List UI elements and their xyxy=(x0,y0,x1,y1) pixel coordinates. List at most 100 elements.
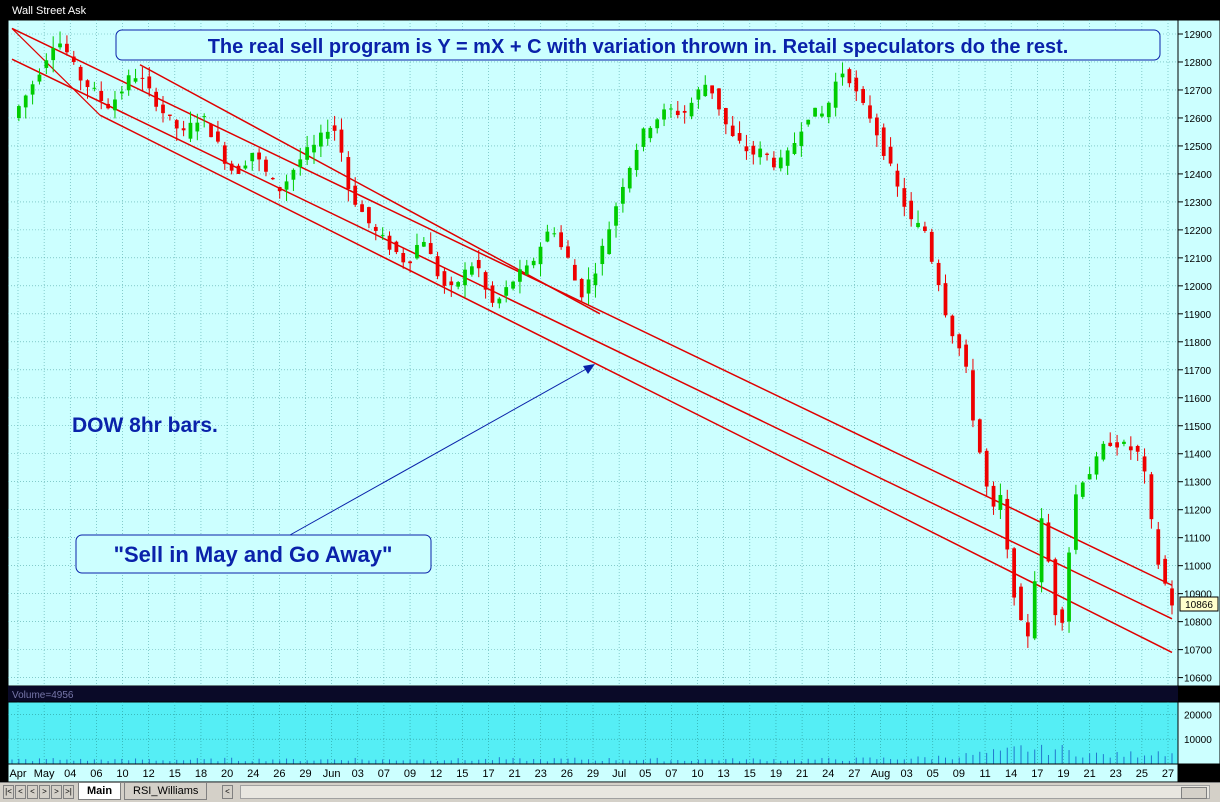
tab-main[interactable]: Main xyxy=(78,783,122,800)
price-tick-label: 10800 xyxy=(1184,618,1212,629)
time-tick-label: 18 xyxy=(195,768,207,780)
tab-rsi-williams[interactable]: RSI_Williams xyxy=(124,783,208,800)
price-tick-label: 12600 xyxy=(1184,114,1212,125)
time-tick-label: 27 xyxy=(848,768,860,780)
candle-body xyxy=(325,131,330,139)
candle-body xyxy=(360,204,364,212)
candle-body xyxy=(483,272,488,290)
candle-body xyxy=(559,232,563,248)
candle-body xyxy=(449,281,454,286)
time-tick-label: 11 xyxy=(979,768,990,780)
candle-body xyxy=(1156,529,1161,565)
candle-body xyxy=(902,188,907,207)
time-tick-label: 17 xyxy=(1031,768,1043,780)
candle-body xyxy=(531,260,536,266)
candle-body xyxy=(998,494,1003,510)
candle-body xyxy=(92,87,97,89)
last-price-label: 10866 xyxy=(1185,600,1213,611)
candle-body xyxy=(387,235,392,250)
scroll-left-button[interactable]: < xyxy=(222,785,233,799)
middle-channel-line xyxy=(11,58,1173,620)
price-chart[interactable]: 1290012800127001260012500124001230012200… xyxy=(0,0,1220,782)
price-tick-label: 10600 xyxy=(1184,674,1212,685)
candle-body xyxy=(621,186,625,204)
candle-body xyxy=(99,90,104,101)
price-axis: 12900 12800 12700 12600 12500 12400 12300 12200… xyxy=(1178,30,1212,685)
candle-body xyxy=(442,271,447,286)
candle-body xyxy=(332,125,337,131)
candle-body xyxy=(923,226,927,231)
bottom-tab-bar: |< < < > > >| Main RSI_Williams < xyxy=(0,782,1220,802)
price-tick-label: 11800 xyxy=(1184,338,1212,349)
price-axis-bg xyxy=(1177,19,1220,687)
callout-annotation: "Sell in May and Go Away" xyxy=(114,542,393,567)
candle-body xyxy=(751,145,756,155)
candle-body xyxy=(524,265,529,275)
candle-body xyxy=(222,145,227,164)
candle-body xyxy=(765,153,769,155)
candle-body xyxy=(772,157,776,168)
candle-body xyxy=(476,259,481,269)
callout-arrow-line xyxy=(289,367,589,536)
candle-body xyxy=(1080,482,1085,497)
price-tick-label: 11000 xyxy=(1184,562,1212,573)
candle-body xyxy=(65,43,69,53)
back-tab-button[interactable]: < xyxy=(27,785,38,799)
candle-body xyxy=(1101,443,1106,460)
candle-body xyxy=(641,128,646,147)
candle-body xyxy=(1128,446,1133,451)
volume-tick-label: 20000 xyxy=(1184,710,1212,721)
candle-body xyxy=(511,281,515,289)
candle-body xyxy=(147,76,152,89)
candle-body xyxy=(51,48,56,61)
first-tab-button[interactable]: |< xyxy=(3,785,14,799)
candle-body xyxy=(723,108,728,125)
time-tick-label: 26 xyxy=(273,768,285,780)
candle-body xyxy=(669,108,673,110)
candle-body xyxy=(1115,442,1119,448)
horizontal-scrollbar[interactable] xyxy=(240,785,1210,799)
candle-body xyxy=(1074,494,1078,550)
volume-bars xyxy=(11,744,1173,764)
time-tick-label: 03 xyxy=(901,768,913,780)
candle-body xyxy=(312,144,316,153)
last-tab-button[interactable]: >| xyxy=(63,785,74,799)
forward-tab-button[interactable]: > xyxy=(39,785,50,799)
price-tick-label: 12400 xyxy=(1184,170,1212,181)
candle-body xyxy=(243,165,248,169)
candle-body xyxy=(270,178,275,180)
candle-body xyxy=(634,149,639,171)
price-tick-label: 12500 xyxy=(1184,142,1212,153)
scrollbar-thumb[interactable] xyxy=(1181,787,1207,799)
prev-tab-button[interactable]: < xyxy=(15,785,26,799)
candle-body xyxy=(1108,442,1113,447)
price-tick-label: 11200 xyxy=(1184,506,1212,517)
candle-body xyxy=(167,114,172,116)
callout-arrowhead xyxy=(583,364,595,374)
candle-body xyxy=(614,206,618,226)
candle-body xyxy=(58,43,62,48)
candle-body xyxy=(689,102,694,117)
candle-body xyxy=(318,132,323,147)
lower-channel-line xyxy=(99,114,1173,654)
candle-body xyxy=(113,99,117,111)
candle-body xyxy=(394,241,399,253)
candle-body xyxy=(991,485,996,507)
candle-body xyxy=(298,159,303,168)
candle-body xyxy=(1122,441,1126,444)
candle-body xyxy=(703,84,708,97)
time-tick-label: 24 xyxy=(822,768,834,780)
candle-body xyxy=(305,147,310,160)
time-tick-label: 26 xyxy=(561,768,573,780)
time-tick-label: 21 xyxy=(508,768,520,780)
candle-body xyxy=(30,84,35,95)
candle-body xyxy=(16,106,21,119)
candle-body xyxy=(950,315,955,337)
time-tick-label: 10 xyxy=(116,768,128,780)
candle-body xyxy=(1149,474,1154,520)
price-tick-label: 11400 xyxy=(1184,450,1212,461)
candle-body xyxy=(737,133,742,141)
next-tab-button[interactable]: > xyxy=(51,785,62,799)
candle-body xyxy=(1170,588,1174,606)
headline-box xyxy=(115,29,1161,61)
